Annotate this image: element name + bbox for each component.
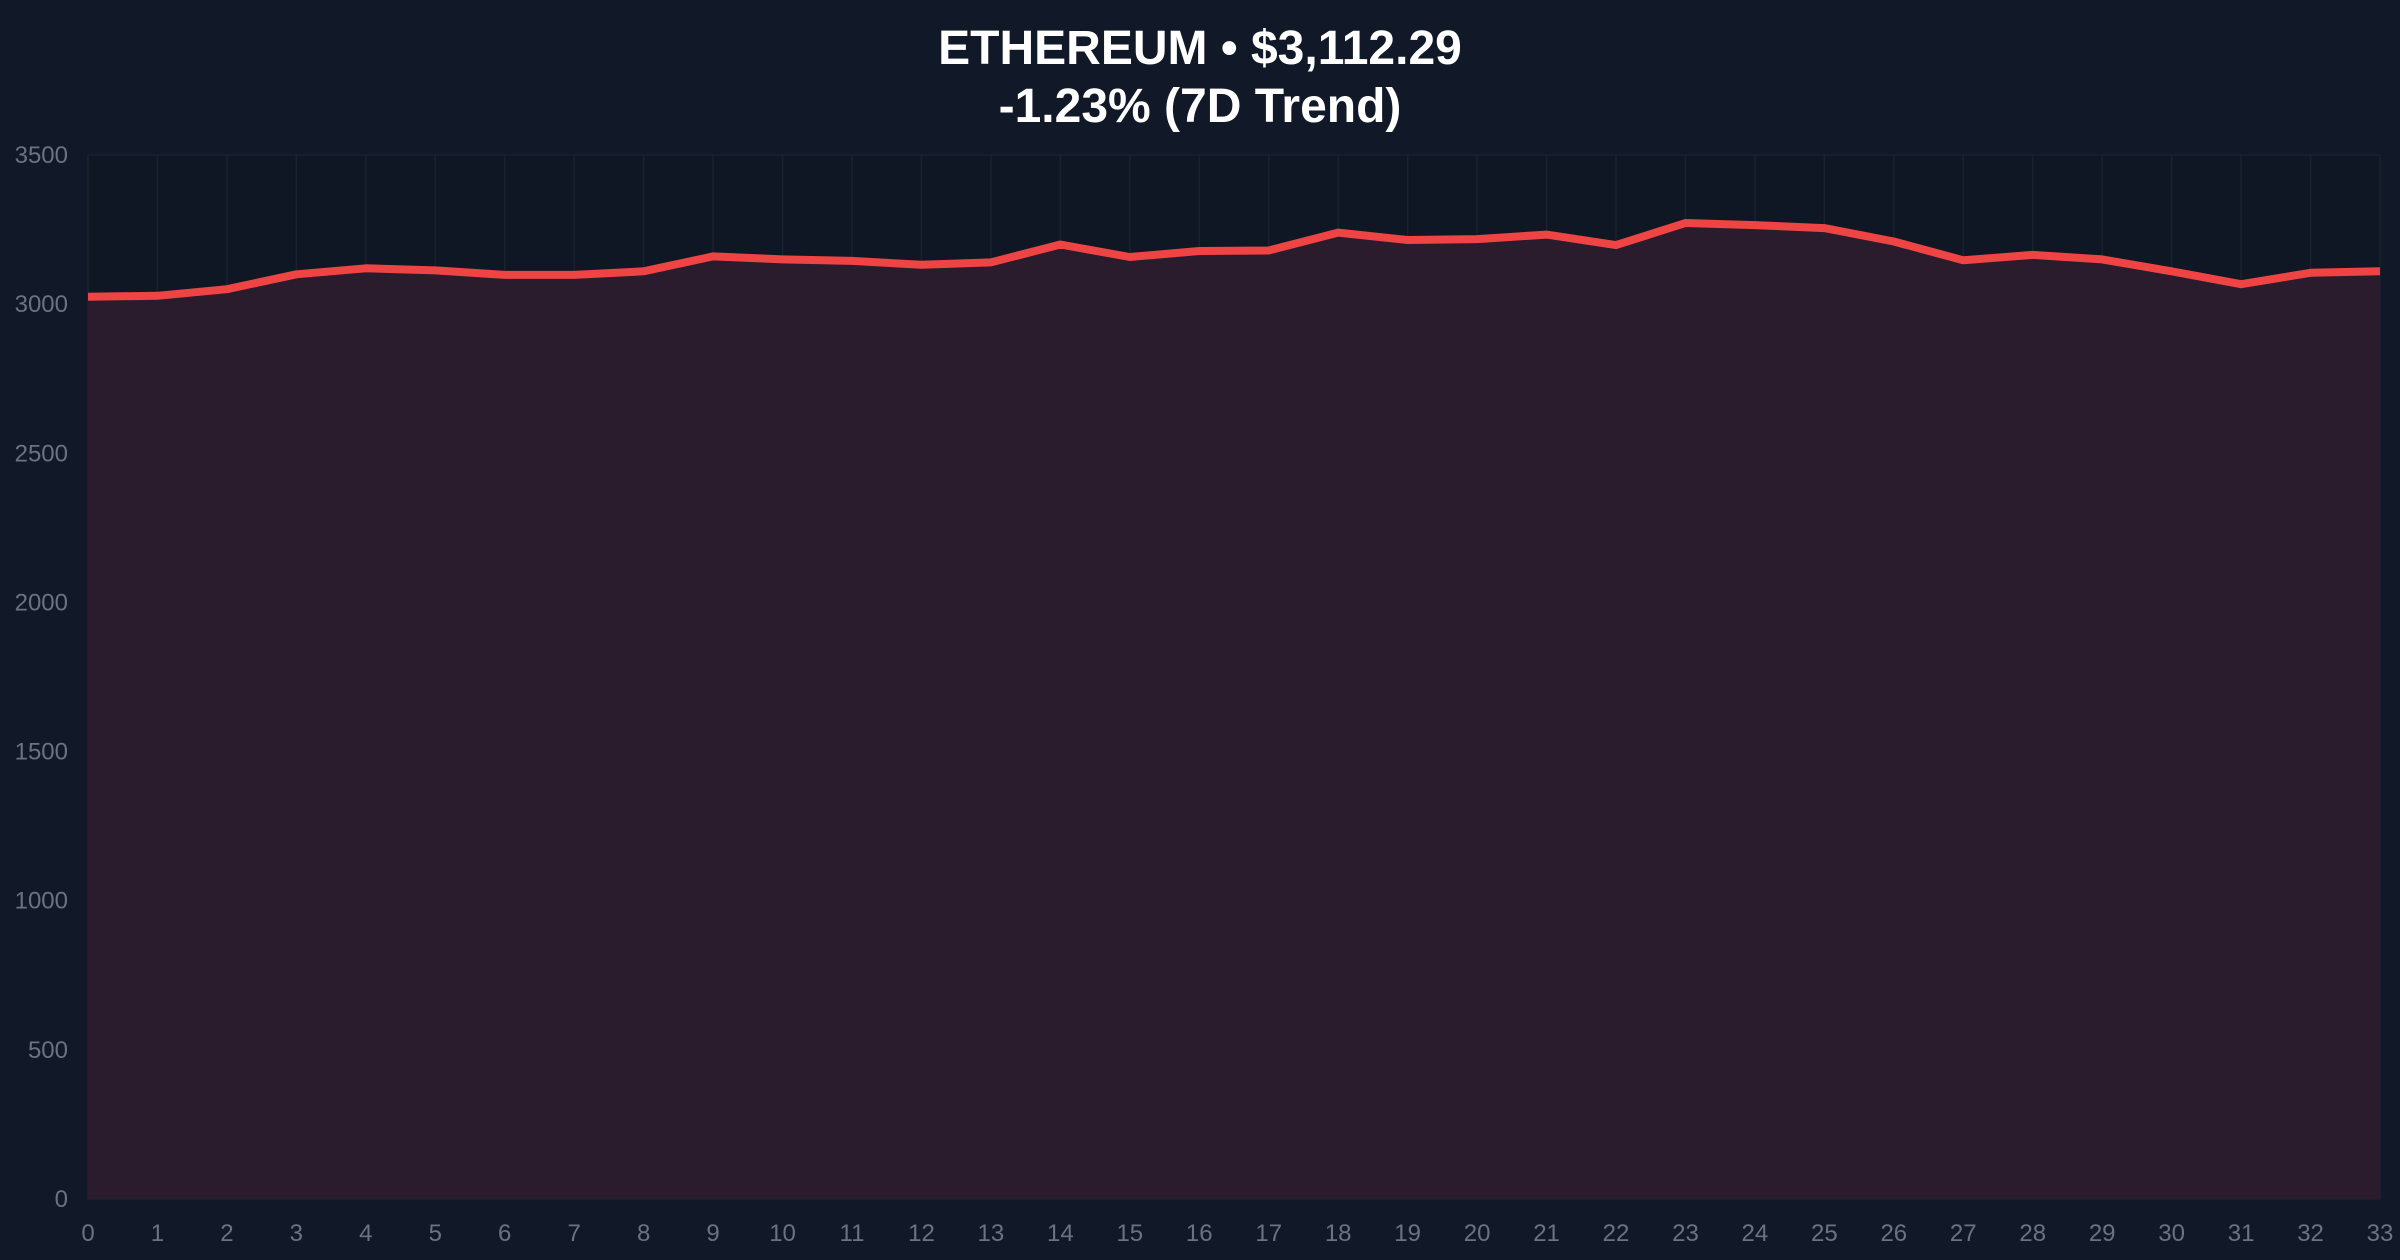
y-tick-label: 1000 <box>15 888 68 915</box>
x-tick-label: 3 <box>290 1220 303 1247</box>
x-tick-label: 17 <box>1255 1220 1282 1247</box>
x-tick-label: 4 <box>359 1220 372 1247</box>
chart-subtitle: -1.23% (7D Trend) <box>998 80 1402 133</box>
x-tick-label: 12 <box>908 1220 935 1247</box>
x-tick-label: 0 <box>81 1220 94 1247</box>
x-tick-label: 6 <box>498 1220 511 1247</box>
x-tick-label: 10 <box>769 1220 796 1247</box>
y-tick-label: 500 <box>28 1037 68 1064</box>
y-axis-ticks: 0 500 1000 1500 2000 2500 3000 3500 <box>15 142 68 1213</box>
x-tick-label: 13 <box>978 1220 1005 1247</box>
x-tick-label: 20 <box>1464 1220 1491 1247</box>
x-tick-label: 23 <box>1672 1220 1699 1247</box>
x-tick-label: 33 <box>2367 1220 2394 1247</box>
y-tick-label: 2500 <box>15 440 68 467</box>
x-tick-label: 11 <box>840 1220 865 1247</box>
x-tick-label: 16 <box>1186 1220 1213 1247</box>
x-tick-label: 21 <box>1533 1220 1560 1247</box>
x-tick-label: 2 <box>220 1220 233 1247</box>
price-area-fill <box>88 223 2380 1199</box>
chart-title: ETHEREUM • $3,112.29 <box>938 22 1462 75</box>
y-tick-label: 2000 <box>15 589 68 616</box>
x-tick-label: 30 <box>2158 1220 2185 1247</box>
x-tick-label: 1 <box>151 1220 164 1247</box>
y-tick-label: 3500 <box>15 142 68 169</box>
x-tick-label: 29 <box>2089 1220 2116 1247</box>
y-tick-label: 0 <box>55 1186 68 1213</box>
x-tick-label: 32 <box>2297 1220 2324 1247</box>
x-tick-label: 15 <box>1116 1220 1143 1247</box>
price-line <box>87 219 2381 301</box>
x-tick-label: 31 <box>2228 1220 2255 1247</box>
x-tick-label: 5 <box>429 1220 442 1247</box>
x-tick-label: 9 <box>706 1220 719 1247</box>
x-tick-label: 24 <box>1742 1220 1769 1247</box>
x-tick-label: 26 <box>1880 1220 1907 1247</box>
y-tick-label: 3000 <box>15 291 68 318</box>
chart-title-block: ETHEREUM • $3,112.29 -1.23% (7D Trend) <box>0 20 2400 136</box>
x-tick-label: 27 <box>1950 1220 1977 1247</box>
x-tick-label: 7 <box>568 1220 581 1247</box>
x-tick-label: 19 <box>1394 1220 1421 1247</box>
x-tick-label: 8 <box>637 1220 650 1247</box>
x-tick-label: 14 <box>1047 1220 1074 1247</box>
x-tick-label: 28 <box>2019 1220 2046 1247</box>
x-axis-ticks: 0 1 2 3 4 5 6 7 8 9 10 11 12 13 14 15 16 17 18 19 20 21 22 23 24… <box>81 1220 2393 1247</box>
x-tick-label: 22 <box>1603 1220 1630 1247</box>
y-tick-label: 1500 <box>15 739 68 766</box>
x-tick-label: 18 <box>1325 1220 1352 1247</box>
x-tick-label: 25 <box>1811 1220 1838 1247</box>
